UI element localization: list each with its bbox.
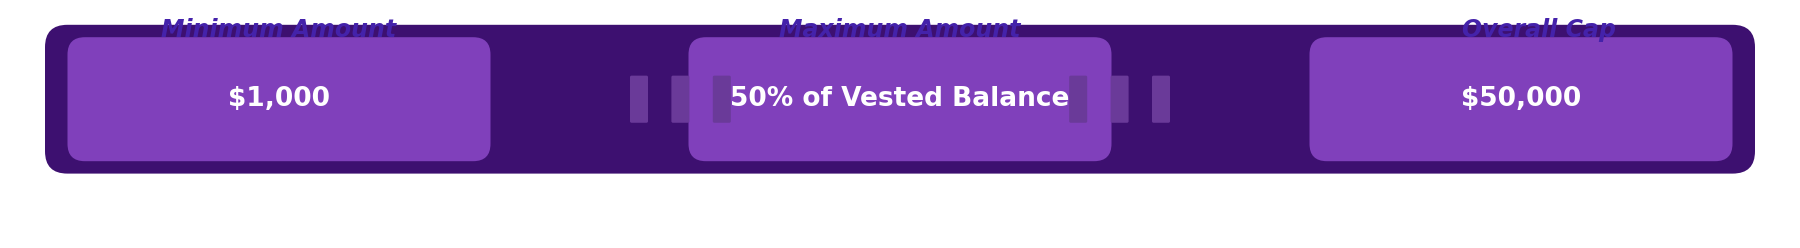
FancyBboxPatch shape	[1152, 76, 1170, 123]
FancyBboxPatch shape	[1111, 76, 1129, 123]
Text: $1,000: $1,000	[229, 86, 329, 112]
FancyBboxPatch shape	[713, 76, 731, 123]
Text: Overall Cap: Overall Cap	[1462, 18, 1616, 42]
FancyBboxPatch shape	[630, 76, 648, 123]
FancyBboxPatch shape	[45, 25, 1755, 174]
FancyBboxPatch shape	[1310, 37, 1732, 161]
FancyBboxPatch shape	[1069, 76, 1087, 123]
FancyBboxPatch shape	[68, 37, 490, 161]
FancyBboxPatch shape	[671, 76, 689, 123]
Text: 50% of Vested Balance: 50% of Vested Balance	[731, 86, 1069, 112]
Text: $50,000: $50,000	[1462, 86, 1580, 112]
FancyBboxPatch shape	[688, 37, 1112, 161]
Text: Maximum Amount: Maximum Amount	[779, 18, 1021, 42]
Text: Minimum Amount: Minimum Amount	[162, 18, 396, 42]
